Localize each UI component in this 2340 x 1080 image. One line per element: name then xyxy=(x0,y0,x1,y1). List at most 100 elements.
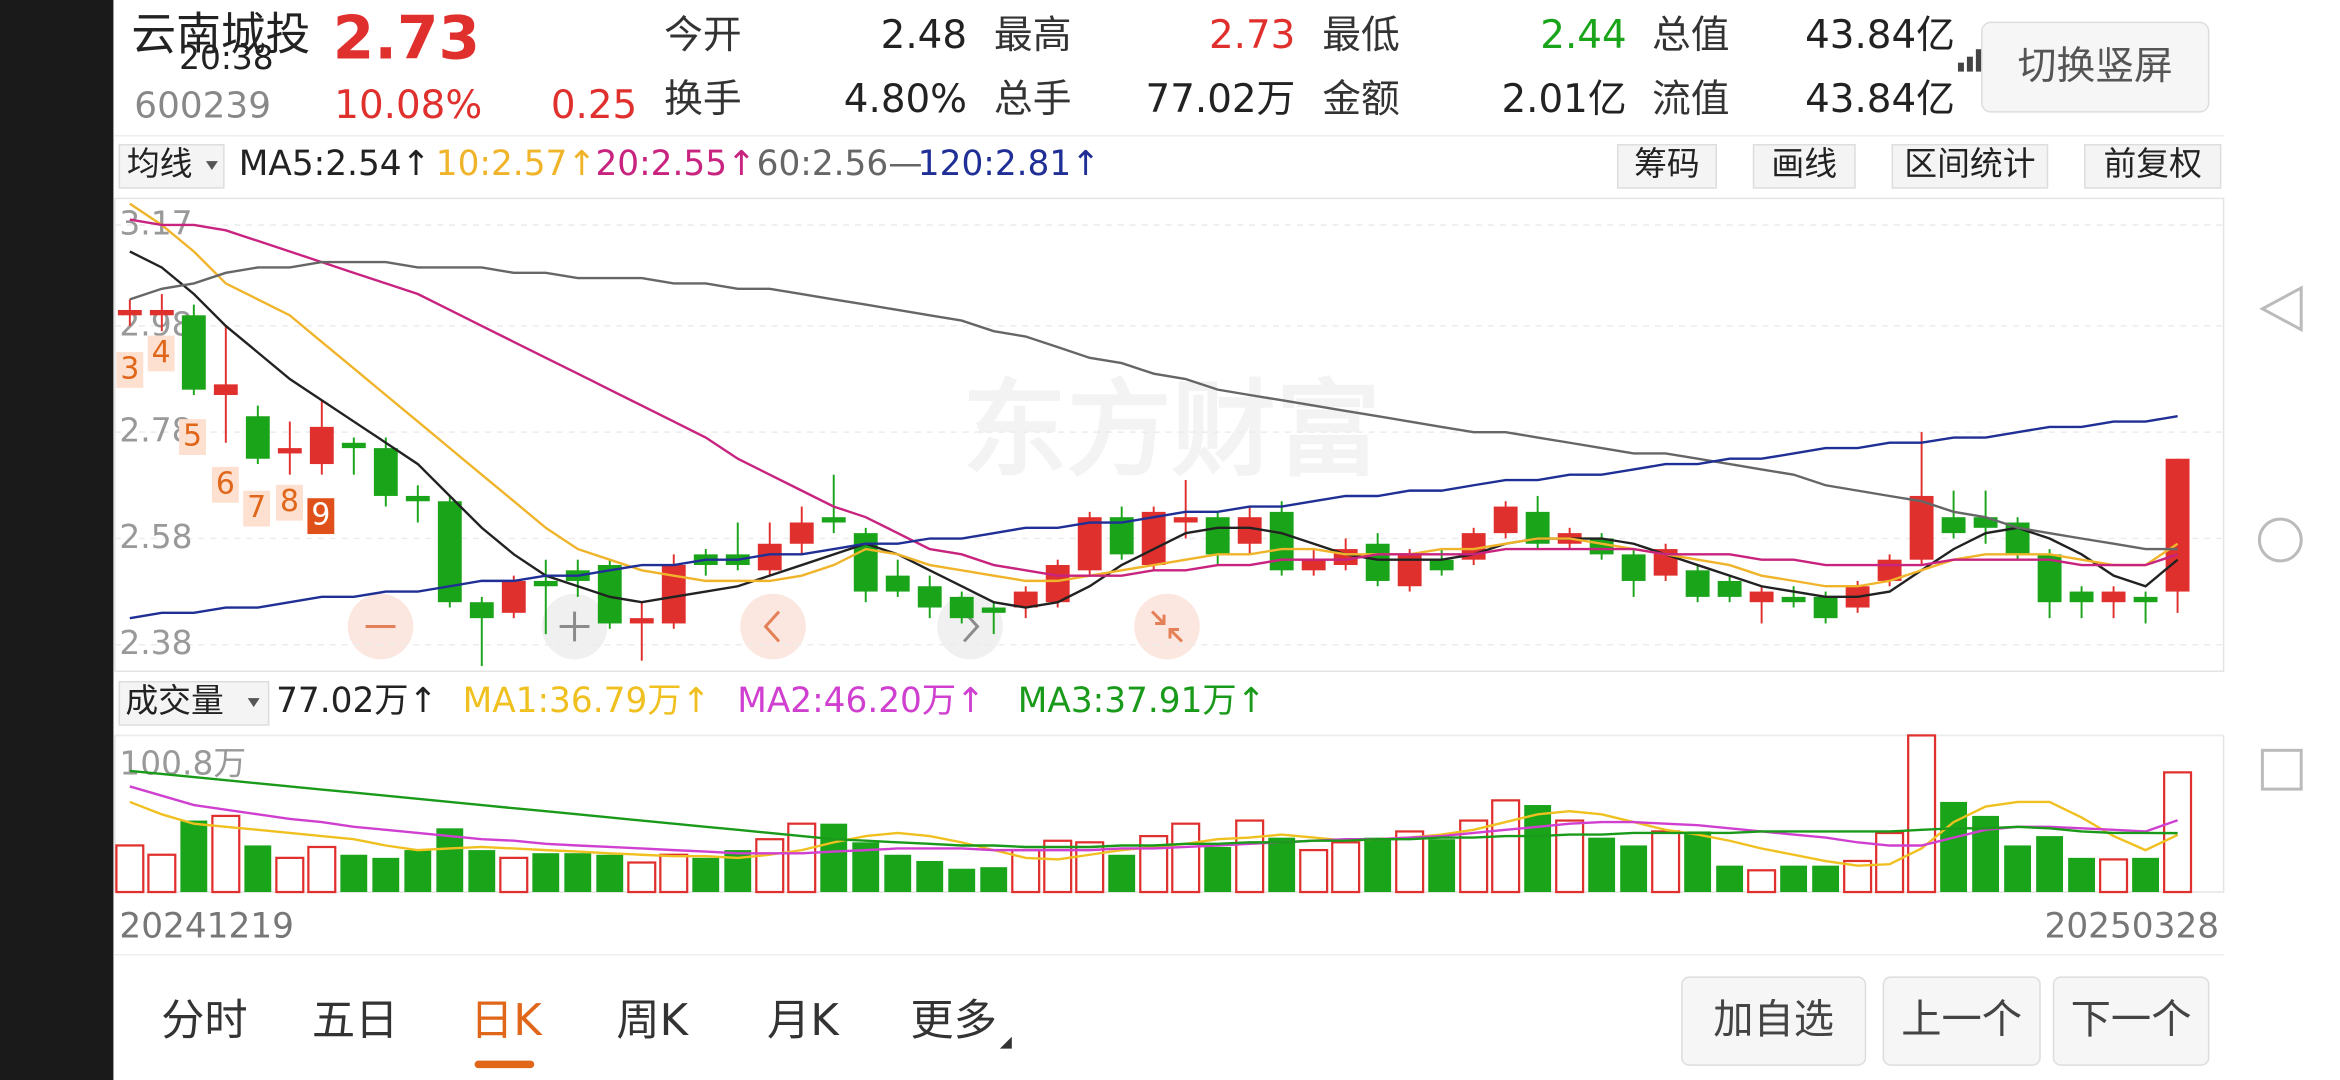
volume-bar xyxy=(787,822,817,894)
action-button[interactable] xyxy=(2052,976,2210,1066)
action-label[interactable]: 下一个 xyxy=(2071,997,2192,1043)
tab[interactable]: 五日 xyxy=(312,996,399,1046)
select-caret[interactable] xyxy=(205,161,218,171)
volume-bar xyxy=(1716,865,1744,893)
candle-body xyxy=(1749,591,1774,603)
tool-button-label[interactable]: 筹码 xyxy=(1634,145,1700,183)
candle-body xyxy=(437,501,462,603)
candle-body xyxy=(821,517,846,523)
volume-bar xyxy=(1459,819,1489,894)
button-bg[interactable] xyxy=(1981,21,2210,113)
tool-button[interactable] xyxy=(1616,143,1717,189)
nav-back[interactable] xyxy=(2259,285,2303,333)
legend-entry: 60:2.56— xyxy=(757,144,923,184)
candle-body xyxy=(661,565,686,624)
volume-bar xyxy=(2132,857,2160,893)
volume-bar xyxy=(436,828,464,893)
volume-bar xyxy=(372,857,400,893)
legend-entry: MA1:36.79万↑ xyxy=(463,681,711,721)
candle-body xyxy=(469,602,494,619)
td-mark: 6 xyxy=(216,466,235,501)
tool-button-label[interactable]: 前复权 xyxy=(2103,145,2201,183)
tool-button[interactable] xyxy=(2084,143,2222,189)
volume-bar xyxy=(2068,857,2096,893)
tab[interactable]: 分时 xyxy=(161,996,248,1046)
orientation-button[interactable]: 切换竖屏 xyxy=(1981,21,2210,113)
volume-select[interactable]: 成交量 xyxy=(118,680,270,726)
volume-bar xyxy=(1651,830,1681,894)
ma-line xyxy=(129,769,2178,849)
more-caret xyxy=(999,1036,1012,1049)
select-caret[interactable] xyxy=(247,698,260,708)
tool-button[interactable] xyxy=(1891,143,2049,189)
tab[interactable]: 周K xyxy=(616,996,689,1046)
y-tick-label: 2.58 xyxy=(119,518,192,556)
ma-line xyxy=(129,202,2179,588)
volume-bar xyxy=(244,845,272,893)
candle-body xyxy=(1205,517,1230,555)
stock-code: 600239 xyxy=(134,85,271,126)
legend-entry: MA3:37.91万↑ xyxy=(1018,681,1266,721)
ma-line xyxy=(129,260,2178,551)
stat-value: 43.84亿 xyxy=(1805,77,1955,122)
candle-body xyxy=(533,580,558,587)
status-time: 20:38 xyxy=(179,39,274,77)
tab[interactable]: 更多 xyxy=(910,996,997,1046)
td-mark: 3 xyxy=(120,351,139,386)
action-button[interactable] xyxy=(1681,976,1867,1066)
ma-line xyxy=(129,415,2178,620)
nav-recent[interactable] xyxy=(2260,748,2303,791)
tab[interactable]: 月K xyxy=(767,996,840,1046)
candle-body xyxy=(981,607,1006,613)
icon xyxy=(1151,610,1183,643)
select-label[interactable]: 均线 xyxy=(127,145,193,183)
stat-value: 2.48 xyxy=(881,13,967,58)
stat-label: 金额 xyxy=(1322,77,1400,122)
volume-bar xyxy=(2036,836,2064,893)
tool-button-label[interactable]: 画线 xyxy=(1771,145,1837,183)
watermark: 东方财富 xyxy=(963,369,1381,491)
legend-entry: MA5:2.54↑ xyxy=(239,144,431,184)
stat-label: 最高 xyxy=(994,13,1072,58)
tool-button-label[interactable]: 区间统计 xyxy=(1904,145,2035,183)
button-label[interactable]: 切换竖屏 xyxy=(2018,44,2173,89)
candle-body xyxy=(1493,506,1518,534)
tab[interactable]: 日K xyxy=(470,996,543,1046)
candle-body xyxy=(1781,596,1806,603)
indicator-select[interactable]: 均线 xyxy=(118,143,225,189)
tool-button[interactable] xyxy=(1752,143,1856,189)
select-bg[interactable] xyxy=(118,143,225,189)
volume-bar xyxy=(499,856,529,894)
stat-label: 换手 xyxy=(664,77,742,122)
select-bg[interactable] xyxy=(118,680,270,726)
volume-bar xyxy=(2099,858,2129,894)
reset[interactable] xyxy=(1134,593,1200,660)
volume-bar xyxy=(596,854,624,893)
candle-body xyxy=(853,533,878,592)
td-mark: 9 xyxy=(311,498,330,533)
td-mark-bg xyxy=(147,335,175,372)
stat-value: 2.44 xyxy=(1540,13,1626,58)
candle-body xyxy=(1237,517,1262,544)
action-button[interactable] xyxy=(1882,976,2041,1066)
candle-body xyxy=(2165,458,2190,592)
volume-bar xyxy=(755,838,785,894)
action-label[interactable]: 上一个 xyxy=(1901,997,2022,1043)
candle-body xyxy=(2069,591,2094,603)
legend-entry: 20:2.55↑ xyxy=(595,144,755,184)
volume-bar xyxy=(1524,805,1552,893)
stat-label: 今开 xyxy=(664,13,742,58)
legend-entry: MA2:46.20万↑ xyxy=(737,681,985,721)
move-left[interactable] xyxy=(740,593,806,660)
ma-line xyxy=(129,250,2179,609)
volume-bar xyxy=(1588,837,1616,893)
volume-bar xyxy=(404,850,432,893)
volume-bar xyxy=(627,861,657,894)
volume-bar xyxy=(1620,845,1648,893)
select-label[interactable]: 成交量 xyxy=(125,682,223,720)
nav-home[interactable] xyxy=(2257,517,2303,563)
action-label[interactable]: 加自选 xyxy=(1713,997,1834,1043)
candle-body xyxy=(885,575,910,592)
volume-bar xyxy=(180,820,208,893)
